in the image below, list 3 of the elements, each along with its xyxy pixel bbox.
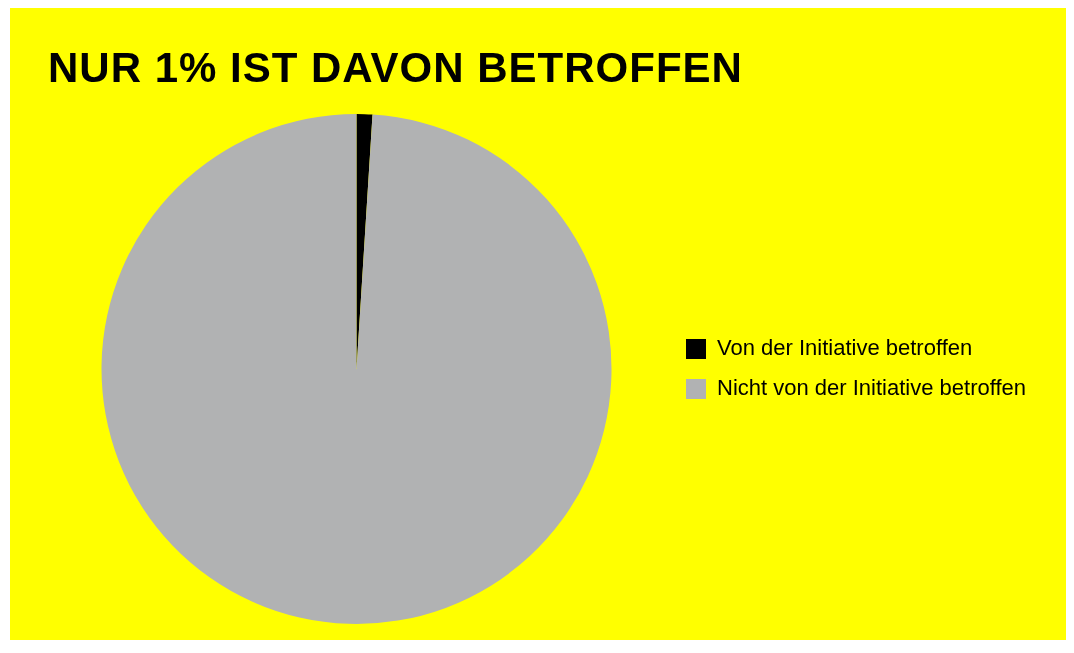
- legend-label: Nicht von der Initiative betroffen: [717, 375, 1027, 401]
- chart-title: NUR 1% IST DAVON BETROFFEN: [48, 44, 743, 92]
- legend-label: Von der Initiative betroffen: [717, 335, 973, 361]
